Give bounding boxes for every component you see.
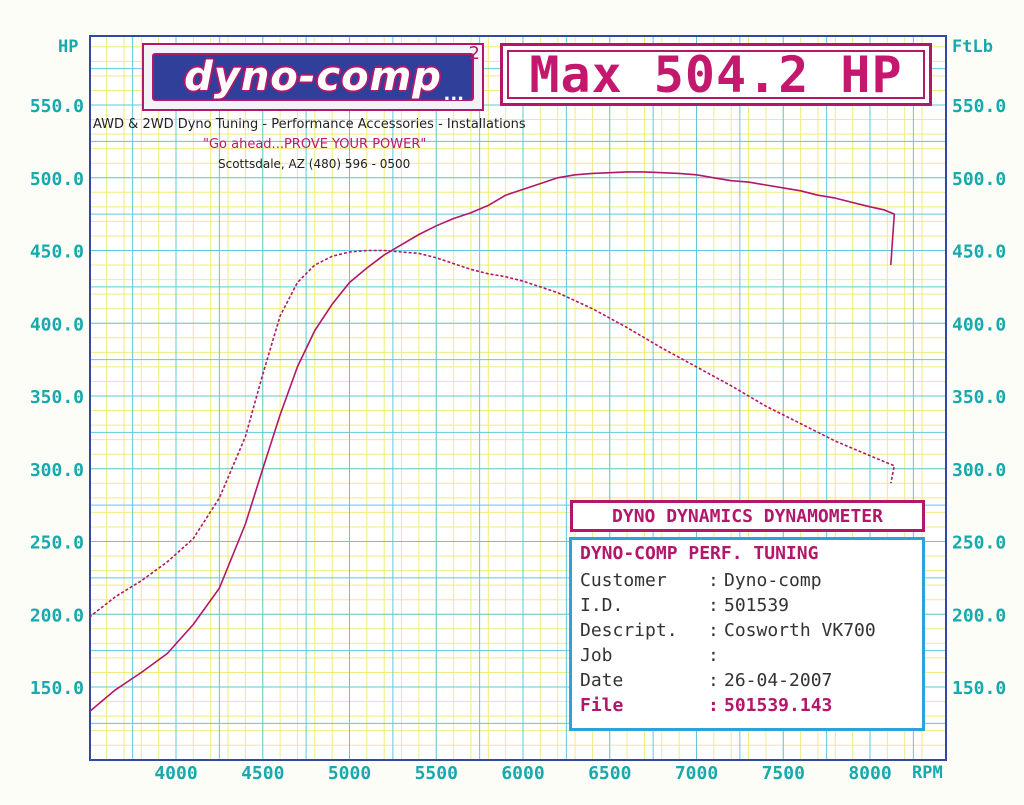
info-sep: :: [708, 670, 719, 691]
x-tick-label: 5000: [328, 763, 371, 784]
y-axis-left-unit: HP: [58, 37, 79, 57]
info-value: 26-04-2007: [724, 670, 833, 691]
info-key: I.D.: [580, 595, 624, 616]
info-value: Cosworth VK700: [724, 620, 876, 641]
info-title: DYNO-COMP PERF. TUNING: [580, 543, 819, 564]
y-tick-label-right: 350.0: [952, 387, 1006, 408]
x-tick-label: 8000: [848, 763, 891, 784]
max-hp-banner: Max 504.2 HP: [500, 43, 932, 106]
y-tick-label-left: 200.0: [30, 605, 84, 626]
info-value: 501539.143: [724, 695, 833, 716]
y-tick-label-left: 250.0: [30, 533, 84, 554]
y-tick-label-left: 350.0: [30, 387, 84, 408]
info-sep: :: [708, 570, 719, 591]
slogan: "Go ahead...PROVE YOUR POWER": [203, 137, 427, 152]
x-tick-label: 6000: [501, 763, 544, 784]
info-sep: :: [708, 645, 719, 666]
torque-curve-line: [88, 249, 896, 618]
y-tick-label-left: 300.0: [30, 460, 84, 481]
y-tick-label-right: 300.0: [952, 460, 1006, 481]
address: Scottsdale, AZ (480) 596 - 0500: [218, 157, 411, 171]
y-tick-label-left: 150.0: [30, 678, 84, 699]
y-tick-label-left: 450.0: [30, 242, 84, 263]
info-row-file: File : 501539.143: [580, 693, 914, 718]
y-tick-label-right: 450.0: [952, 242, 1006, 263]
y-tick-label-right: 550.0: [952, 96, 1006, 117]
x-tick-label: 5500: [415, 763, 458, 784]
info-row-descript: Descript. : Cosworth VK700: [580, 618, 914, 643]
info-key: Customer: [580, 570, 667, 591]
info-row-id: I.D. : 501539: [580, 593, 914, 618]
info-row-customer: Customer : Dyno-comp: [580, 568, 914, 593]
y-tick-label-right: 200.0: [952, 605, 1006, 626]
y-axis-right-unit: FtLb: [952, 37, 993, 57]
tagline: AWD & 2WD Dyno Tuning - Performance Acce…: [93, 117, 526, 132]
info-row-job: Job :: [580, 643, 914, 668]
y-tick-label-left: 550.0: [30, 96, 84, 117]
plot-frame: [89, 35, 947, 761]
info-key: Descript.: [580, 620, 678, 641]
dynamometer-header: DYNO DYNAMICS DYNAMOMETER: [570, 500, 925, 532]
x-tick-label: 4500: [241, 763, 284, 784]
y-tick-label-right: 500.0: [952, 169, 1006, 190]
y-tick-label-right: 150.0: [952, 678, 1006, 699]
logo-superscript: 2: [468, 43, 480, 64]
info-value: Dyno-comp: [724, 570, 822, 591]
y-tick-label-right: 250.0: [952, 533, 1006, 554]
info-panel: DYNO-COMP PERF. TUNING Customer : Dyno-c…: [569, 537, 925, 731]
x-tick-label: 7000: [675, 763, 718, 784]
logo-dots: ...: [443, 84, 464, 105]
x-tick-label: 7500: [762, 763, 805, 784]
info-key: File: [580, 695, 624, 716]
x-tick-label: 4000: [154, 763, 197, 784]
info-key: Date: [580, 670, 624, 691]
logo-text: dyno-comp: [152, 53, 474, 101]
x-tick-label: 6500: [588, 763, 631, 784]
info-key: Job: [580, 645, 613, 666]
dyno-comp-logo: dyno-comp 2 ...: [142, 43, 484, 111]
info-sep: :: [708, 695, 719, 716]
info-sep: :: [708, 620, 719, 641]
max-hp-label: Max 504.2 HP: [529, 45, 903, 104]
x-axis-unit: RPM: [912, 763, 943, 783]
y-tick-label-left: 400.0: [30, 314, 84, 335]
dynamometer-title: DYNO DYNAMICS DYNAMOMETER: [612, 505, 883, 527]
info-sep: :: [708, 595, 719, 616]
info-row-date: Date : 26-04-2007: [580, 668, 914, 693]
y-tick-label-right: 400.0: [952, 314, 1006, 335]
power-curve-line: [88, 171, 896, 713]
y-tick-label-left: 500.0: [30, 169, 84, 190]
info-value: 501539: [724, 595, 790, 616]
